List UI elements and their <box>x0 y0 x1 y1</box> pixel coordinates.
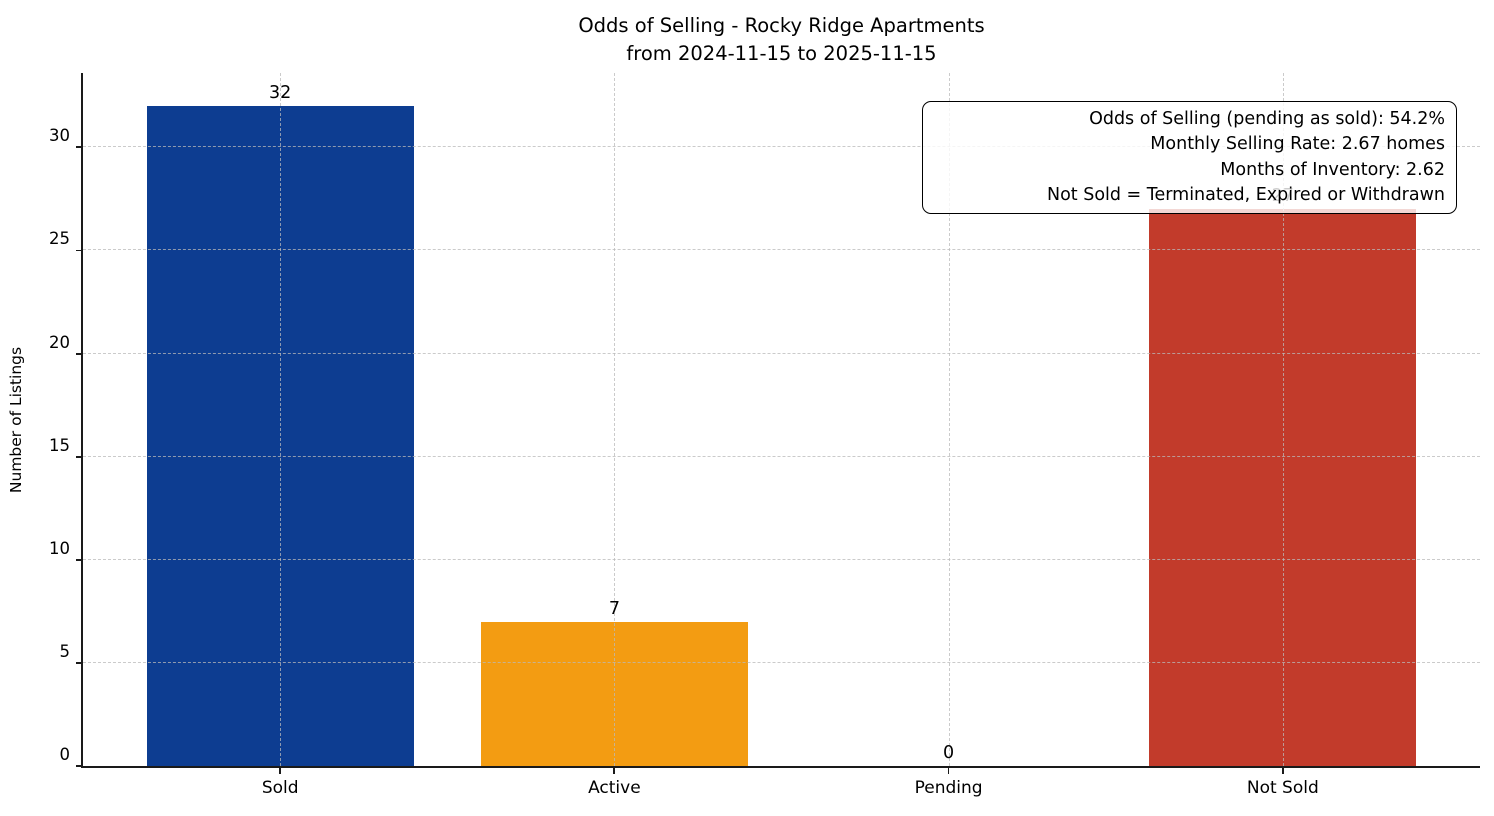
x-tick-mark <box>947 768 950 774</box>
y-tick-label: 15 <box>49 435 70 455</box>
horizontal-gridline <box>83 455 1480 457</box>
x-tick-label: Sold <box>261 778 299 798</box>
y-tick-label: 5 <box>59 641 71 661</box>
annotation-line: Months of Inventory: 2.62 <box>1220 159 1445 180</box>
y-tick-label: 30 <box>49 126 70 146</box>
x-tick-mark <box>1281 768 1284 774</box>
y-tick-mark <box>76 662 81 664</box>
x-axis-spine <box>81 766 1480 768</box>
y-tick-label: 10 <box>49 538 70 558</box>
chart-title-block: Odds of Selling - Rocky Ridge Apartments… <box>83 12 1480 68</box>
y-tick-mark <box>76 352 81 355</box>
y-tick-mark <box>76 455 81 458</box>
chart-title: Odds of Selling - Rocky Ridge Apartments <box>578 14 985 37</box>
y-tick-mark <box>76 765 81 767</box>
vertical-gridline <box>1282 73 1284 766</box>
bar-value-label: 0 <box>943 743 955 763</box>
y-axis-spine <box>81 73 83 768</box>
y-tick-label: 25 <box>49 229 70 249</box>
annotation-line: Not Sold = Terminated, Expired or Withdr… <box>1046 185 1445 205</box>
y-tick-mark <box>76 249 81 252</box>
annotation-line: Odds of Selling (pending as sold): 54.2% <box>1089 108 1445 129</box>
bar-value-label: 32 <box>269 83 292 103</box>
plot-area: 05101520253032Sold7Active0Pending27Not S… <box>49 73 1480 798</box>
vertical-gridline <box>614 73 616 766</box>
bar-active <box>480 621 749 766</box>
horizontal-gridline <box>83 146 1480 148</box>
horizontal-gridline <box>83 249 1480 251</box>
horizontal-gridline <box>83 661 1480 663</box>
y-tick-mark <box>76 558 81 561</box>
x-tick-label: Active <box>588 778 641 798</box>
y-tick-label: 20 <box>49 332 70 352</box>
horizontal-gridline <box>83 558 1480 560</box>
stats-annotation-box: Odds of Selling (pending as sold): 54.2%… <box>922 101 1457 214</box>
y-tick-mark <box>76 146 81 149</box>
chart-subtitle: from 2024-11-15 to 2025-11-15 <box>626 42 937 65</box>
vertical-gridline <box>948 73 950 766</box>
bar-not-sold <box>1149 209 1417 766</box>
x-tick-mark <box>279 768 281 774</box>
horizontal-gridline <box>83 352 1480 354</box>
x-tick-mark <box>613 768 616 774</box>
x-tick-label: Not Sold <box>1246 778 1319 798</box>
annotation-line: Monthly Selling Rate: 2.67 homes <box>1150 134 1445 154</box>
vertical-gridline <box>280 73 282 766</box>
x-tick-label: Pending <box>914 778 983 798</box>
y-axis-label: Number of Listings <box>7 346 25 494</box>
bar-value-label: 7 <box>608 598 620 619</box>
y-tick-label: 0 <box>59 745 71 765</box>
